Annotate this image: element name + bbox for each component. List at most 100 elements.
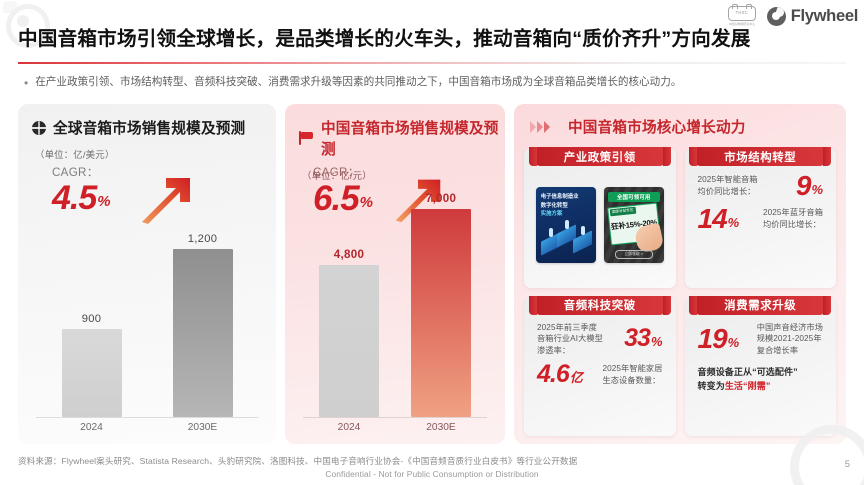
tech-top-unit: % [650,333,663,349]
driver-card-policy[interactable]: 产业政策引领 电子信息制造业 数字化转型 实施方案 全国 [524,147,676,288]
partner-logo-icon: THSC 中国家电网研究中心 [727,4,756,26]
drivers-title: 中国音箱市场核心增长动力 [568,120,746,136]
corner-logo [2,0,50,48]
flywheel-mark-icon [766,6,786,26]
policy-thumbnail-subsidy[interactable]: 全国可领可用 狂补15%-20% 国家补贴专区 立即领取 > [603,187,664,264]
tech-stat-bottom-text: 2025年智能家居 生态设备数量： [602,364,663,386]
source-note: 资料来源：Flywheel案头研究、Statista Research、头豹研究… [18,456,578,466]
china-bar-2030: 7,000 [395,192,487,417]
tech-stat-top-number: 33 % [624,326,663,351]
china-market-panel: 中国音箱市场销售规模及预测 （单位：亿/元） CAGR： 6.5 % [285,104,505,444]
demand-num: 19 [697,323,728,355]
structure-stat-top-number: 9 % [795,170,823,201]
corner-logo-dot [17,15,29,27]
confidentiality-note: Confidential - Not for Public Consumptio… [325,469,539,479]
global-panel-title: 全球音箱市场销售规模及预测 [53,121,246,137]
china-panel-header: 中国音箱市场销售规模及预测 [285,104,505,159]
global-chart-axis [36,417,258,418]
partner-sub-text: 中国家电网研究中心 [728,22,755,26]
global-bar-2024: 900 [36,192,147,417]
china-chart-bars: 4,800 7,000 [303,192,487,417]
structure-stat-bottom-number: 14 % [698,204,740,233]
global-panel-header: 全球音箱市场销售规模及预测 [18,104,276,138]
global-cagr-block: CAGR： 4.5 % [52,164,111,217]
global-xlabel-0: 2024 [80,422,103,433]
panels-row: 全球音箱市场销售规模及预测 （单位：亿/美元） CAGR： 4.5 % [18,104,846,444]
structure-top-num: 9 [795,170,812,201]
china-bar-value-1: 7,000 [425,192,457,205]
partner-badge-text: THSC [735,10,748,16]
driver-card-structure[interactable]: 市场结构转型 2025年智能音箱 均价同比增长： 9 % 14 % 2 [684,147,836,288]
structure-top-unit: % [811,182,823,198]
footer: 资料来源：Flywheel案头研究、Statista Research、头豹研究… [18,455,846,479]
global-cagr-percent: % [97,193,111,211]
global-panel-unit: （单位：亿/美元） [35,149,115,160]
global-bar-rect-0 [61,329,122,417]
driver-card-tech-tag: 音频科技突破 [528,295,671,315]
tech-bot-unit: 亿 [569,369,583,385]
china-bar-rect-1 [411,209,471,417]
demand-note-mid: 转变为 [697,381,725,392]
demand-stat-text: 中国声音经济市场 规模2021-2025年 复合增长率 [756,322,823,356]
china-bar-rect-0 [319,265,379,417]
policy-thumbnail-document[interactable]: 电子信息制造业 数字化转型 实施方案 [535,187,596,264]
demand-note-pre: 音频设备正从“可选配件” [697,367,798,378]
chevrons-right-icon [530,120,550,133]
global-bar-rect-1 [172,249,233,417]
china-chart-axis [303,417,487,418]
policy-doc-line2: 数字化转型 [540,202,568,209]
global-cagr-value: 4.5 [52,179,97,217]
tech-stat-top: 2025年前三季度 音箱行业AI大模型 渗透率： 33 % [533,320,667,358]
demand-note: 音频设备正从“可选配件” 转变为生活“刚需” [694,366,828,394]
china-bar-value-0: 4,800 [333,248,365,261]
china-bar-2024: 4,800 [303,192,395,417]
structure-bot-unit: % [727,214,740,230]
tech-stat-top-text: 2025年前三季度 音箱行业AI大模型 渗透率： [537,322,603,356]
china-growth-arrow-icon [390,174,446,226]
tech-stat-bottom-number: 4.6 亿 [537,360,583,389]
structure-stat-bottom: 14 % 2025年蓝牙音箱 均价同比增长： [694,200,828,233]
tech-stat-bottom: 4.6 亿 2025年智能家居 生态设备数量： [533,357,667,387]
subsidy-header: 全国可领可用 [607,192,660,203]
global-cagr-label: CAGR： [52,166,99,179]
flag-icon [299,131,314,145]
china-xlabel-0: 2024 [337,422,361,433]
drivers-header: 中国音箱市场核心增长动力 [514,104,846,137]
subsidy-cta-button[interactable]: 立即领取 > [614,250,653,260]
global-bar-value-1: 1,200 [187,233,218,245]
driver-card-policy-tag: 产业政策引领 [528,147,671,166]
global-bar-chart: 900 1,200 2024 2030E [18,192,276,444]
watermark-ring [790,425,864,485]
bullet-icon: • [24,76,29,90]
driver-card-tech[interactable]: 音频科技突破 2025年前三季度 音箱行业AI大模型 渗透率： 33 % 4.6… [524,295,676,436]
global-chart-xlabels: 2024 2030E [36,422,258,438]
china-cagr-block: CAGR： 6.5 % [313,164,373,216]
flywheel-wordmark: Flywheel [790,6,859,25]
demand-unit: % [727,335,740,351]
demand-stat-number: 19 % [697,323,740,355]
tech-bot-num: 4.6 [537,360,570,389]
structure-stat-top: 2025年智能音箱 均价同比增长： 9 % [694,171,828,200]
brand-logos: THSC 中国家电网研究中心 Flywheel [678,0,858,32]
china-panel-unit: （单位：亿/元） [302,170,372,181]
china-cagr-label: CAGR： [313,166,360,179]
global-chart-bars: 900 1,200 [36,192,258,417]
china-bar-chart: 4,800 7,000 2024 2030E [285,192,505,444]
growth-drivers-panel: 中国音箱市场核心增长动力 产业政策引领 电子信息制造业 数字化转型 实施方案 [514,104,846,444]
china-xlabel-1: 2030E [426,422,456,433]
page-subtitle: • 在产业政策引领、市场结构转型、音频科技突破、消费需求升级等因素的共同推动之下… [24,75,844,91]
flywheel-logo: Flywheel [766,6,859,26]
driver-card-demand-tag: 消费需求升级 [689,295,832,315]
global-xlabel-1: 2030E [187,422,218,433]
global-bar-value-0: 900 [81,313,102,325]
driver-card-demand[interactable]: 消费需求升级 19 % 中国声音经济市场 规模2021-2025年 复合增长率 … [684,295,836,436]
subtitle-text: 在产业政策引领、市场结构转型、音频科技突破、消费需求升级等因素的共同推动之下，中… [35,76,682,88]
structure-stat-bottom-text: 2025年蓝牙音箱 均价同比增长： [762,208,823,229]
driver-card-structure-tag: 市场结构转型 [689,147,832,166]
policy-doc-line3: 实施方案 [540,211,563,217]
policy-doc-line1: 电子信息制造业 [540,194,579,201]
global-market-panel: 全球音箱市场销售规模及预测 （单位：亿/美元） CAGR： 4.5 % [18,104,276,444]
policy-thumbnails: 电子信息制造业 数字化转型 实施方案 全国可领可用 狂补15%-20% [533,171,667,280]
drivers-cards-grid: 产业政策引领 电子信息制造业 数字化转型 实施方案 全国 [524,147,836,436]
